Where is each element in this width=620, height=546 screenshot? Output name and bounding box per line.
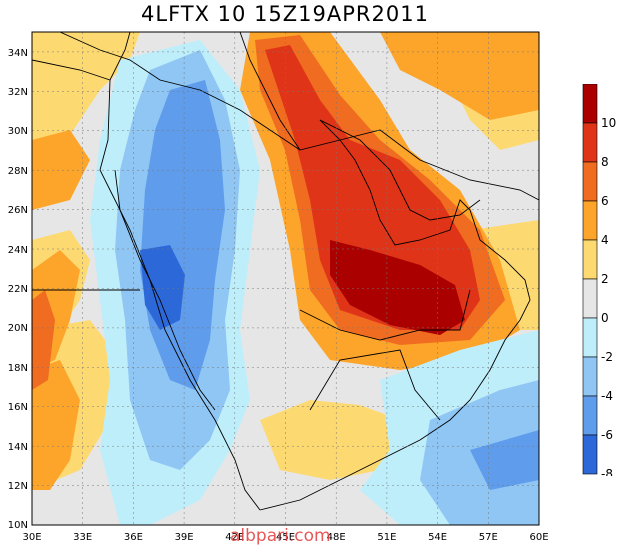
colorbar-swatch-10: [582, 434, 598, 475]
lat-tick-16N: 16N: [8, 402, 28, 413]
colorbar-label-neg6: -6: [601, 428, 613, 442]
colorbar-swatch-2: [582, 122, 598, 163]
colorbar-label-neg8: -8: [601, 467, 613, 476]
colorbar-label-4: 4: [601, 233, 609, 247]
colorbar-swatch-1: [582, 84, 598, 124]
lon-tick-60E: 60E: [529, 532, 548, 543]
lat-tick-30N: 30N: [8, 126, 28, 137]
grid-lines: [32, 32, 539, 525]
lon-tick-36E: 36E: [124, 532, 143, 543]
lon-tick-39E: 39E: [175, 532, 194, 543]
lat-tick-18N: 18N: [8, 363, 28, 374]
colorbar: 10 8 6 4 2 0 -2 -4 -6 -8: [582, 84, 616, 476]
colorbar-swatch-4: [582, 200, 598, 241]
colorbar-label-10: 10: [601, 116, 616, 130]
lat-tick-28N: 28N: [8, 166, 28, 177]
colorbar-label-2: 2: [601, 272, 609, 286]
map-title: 4LFTX 10 15Z19APR2011: [141, 2, 429, 26]
lon-tick-51E: 51E: [377, 532, 396, 543]
map-plot: 30E 33E 36E 39E 42E 45E 48E 51E 54E 57E …: [8, 31, 549, 543]
lifted-index-field: [32, 32, 539, 525]
lon-tick-45E: 45E: [276, 532, 295, 543]
colorbar-swatches: [582, 84, 598, 475]
lat-tick-14N: 14N: [8, 442, 28, 453]
coastlines: [32, 32, 539, 511]
lon-tick-54E: 54E: [428, 532, 447, 543]
lat-tick-22N: 22N: [8, 284, 28, 295]
colorbar-swatch-6: [582, 278, 598, 319]
lon-tick-42E: 42E: [225, 532, 244, 543]
colorbar-swatch-3: [582, 161, 598, 202]
lat-tick-34N: 34N: [8, 48, 28, 59]
map-frame: [31, 31, 540, 526]
colorbar-swatch-8: [582, 356, 598, 397]
watermark: albpari.com: [230, 526, 331, 546]
colorbar-labels: 10 8 6 4 2 0 -2 -4 -6 -8: [601, 116, 616, 476]
colorbar-label-8: 8: [601, 155, 609, 169]
colorbar-label-neg4: -4: [601, 389, 613, 403]
colorbar-label-6: 6: [601, 194, 609, 208]
latitude-tick-labels: 10N 12N 14N 16N 18N 20N 22N 24N 26N 28N …: [8, 48, 28, 531]
colorbar-label-neg2: -2: [601, 350, 613, 364]
lat-tick-26N: 26N: [8, 205, 28, 216]
colorbar-swatch-7: [582, 317, 598, 358]
colorbar-swatch-5: [582, 239, 598, 280]
longitude-tick-labels: 30E 33E 36E 39E 42E 45E 48E 51E 54E 57E …: [22, 532, 548, 543]
colorbar-label-0: 0: [601, 311, 609, 325]
lat-tick-10N: 10N: [8, 520, 28, 531]
lat-tick-24N: 24N: [8, 245, 28, 256]
lon-tick-48E: 48E: [327, 532, 346, 543]
lat-tick-12N: 12N: [8, 481, 28, 492]
lat-tick-20N: 20N: [8, 323, 28, 334]
lon-tick-57E: 57E: [479, 532, 498, 543]
colorbar-swatch-9: [582, 395, 598, 436]
lat-tick-32N: 32N: [8, 87, 28, 98]
lon-tick-33E: 33E: [73, 532, 92, 543]
lon-tick-30E: 30E: [22, 532, 41, 543]
